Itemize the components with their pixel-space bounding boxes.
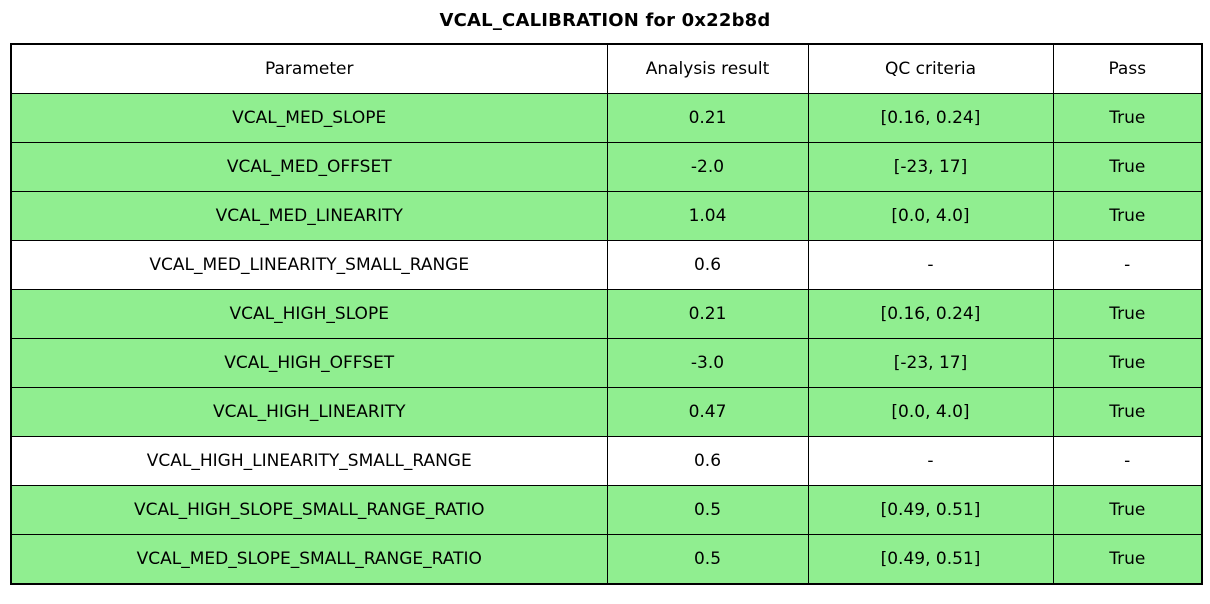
column-header-analysis-result: Analysis result — [606, 43, 809, 94]
header-row: Parameter Analysis result QC criteria Pa… — [10, 43, 1203, 94]
cell-parameter: VCAL_HIGH_LINEARITY_SMALL_RANGE — [10, 436, 608, 486]
cell-parameter: VCAL_HIGH_LINEARITY — [10, 387, 608, 437]
table-row: VCAL_MED_OFFSET -2.0 [-23, 17] True — [10, 142, 1203, 192]
cell-qc-criteria: [0.0, 4.0] — [807, 191, 1054, 241]
table-row: VCAL_MED_SLOPE 0.21 [0.16, 0.24] True — [10, 93, 1203, 143]
cell-parameter: VCAL_MED_SLOPE_SMALL_RANGE_RATIO — [10, 534, 608, 585]
cell-analysis-result: 0.21 — [606, 289, 809, 339]
column-header-parameter: Parameter — [10, 43, 608, 94]
table-row: VCAL_HIGH_LINEARITY 0.47 [0.0, 4.0] True — [10, 387, 1203, 437]
cell-analysis-result: 0.21 — [606, 93, 809, 143]
cell-parameter: VCAL_HIGH_OFFSET — [10, 338, 608, 388]
cell-analysis-result: 0.6 — [606, 436, 809, 486]
cell-qc-criteria: [0.49, 0.51] — [807, 485, 1054, 535]
cell-qc-criteria: [0.49, 0.51] — [807, 534, 1054, 585]
cell-analysis-result: 0.5 — [606, 485, 809, 535]
column-header-qc-criteria: QC criteria — [807, 43, 1054, 94]
cell-parameter: VCAL_MED_SLOPE — [10, 93, 608, 143]
cell-pass: True — [1052, 534, 1203, 585]
cell-pass: True — [1052, 93, 1203, 143]
cell-pass: True — [1052, 338, 1203, 388]
cell-parameter: VCAL_HIGH_SLOPE_SMALL_RANGE_RATIO — [10, 485, 608, 535]
table-body: VCAL_MED_SLOPE 0.21 [0.16, 0.24] True VC… — [10, 93, 1203, 585]
cell-pass: - — [1052, 436, 1203, 486]
cell-analysis-result: 0.47 — [606, 387, 809, 437]
table-row: VCAL_HIGH_OFFSET -3.0 [-23, 17] True — [10, 338, 1203, 388]
cell-pass: True — [1052, 142, 1203, 192]
page-title: VCAL_CALIBRATION for 0x22b8d — [439, 9, 771, 31]
cell-pass: True — [1052, 289, 1203, 339]
table-row: VCAL_HIGH_SLOPE_SMALL_RANGE_RATIO 0.5 [0… — [10, 485, 1203, 535]
column-header-pass: Pass — [1052, 43, 1203, 94]
cell-analysis-result: 0.5 — [606, 534, 809, 585]
cell-qc-criteria: [0.16, 0.24] — [807, 93, 1054, 143]
cell-qc-criteria: - — [807, 240, 1054, 290]
cell-qc-criteria: [0.16, 0.24] — [807, 289, 1054, 339]
cell-parameter: VCAL_MED_LINEARITY_SMALL_RANGE — [10, 240, 608, 290]
cell-pass: True — [1052, 387, 1203, 437]
table-row: VCAL_HIGH_SLOPE 0.21 [0.16, 0.24] True — [10, 289, 1203, 339]
cell-pass: True — [1052, 485, 1203, 535]
cell-pass: True — [1052, 191, 1203, 241]
table-row: VCAL_MED_LINEARITY_SMALL_RANGE 0.6 - - — [10, 240, 1203, 290]
cell-qc-criteria: [-23, 17] — [807, 338, 1054, 388]
table-row: VCAL_MED_SLOPE_SMALL_RANGE_RATIO 0.5 [0.… — [10, 534, 1203, 585]
cell-pass: - — [1052, 240, 1203, 290]
table-row: VCAL_MED_LINEARITY 1.04 [0.0, 4.0] True — [10, 191, 1203, 241]
cell-analysis-result: -3.0 — [606, 338, 809, 388]
qc-results-table: Parameter Analysis result QC criteria Pa… — [10, 43, 1203, 585]
cell-qc-criteria: [-23, 17] — [807, 142, 1054, 192]
cell-analysis-result: 0.6 — [606, 240, 809, 290]
cell-parameter: VCAL_MED_OFFSET — [10, 142, 608, 192]
cell-qc-criteria: [0.0, 4.0] — [807, 387, 1054, 437]
cell-qc-criteria: - — [807, 436, 1054, 486]
cell-parameter: VCAL_MED_LINEARITY — [10, 191, 608, 241]
table-row: VCAL_HIGH_LINEARITY_SMALL_RANGE 0.6 - - — [10, 436, 1203, 486]
cell-analysis-result: -2.0 — [606, 142, 809, 192]
cell-analysis-result: 1.04 — [606, 191, 809, 241]
cell-parameter: VCAL_HIGH_SLOPE — [10, 289, 608, 339]
